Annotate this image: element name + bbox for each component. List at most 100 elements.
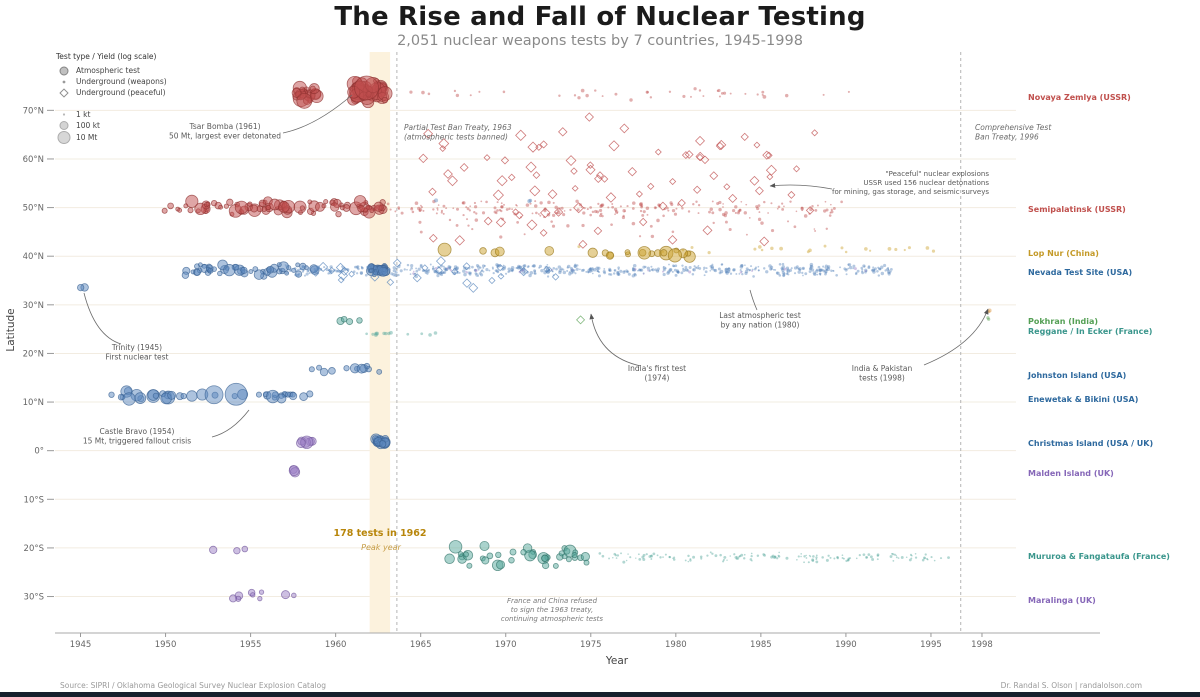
test-point [813, 228, 816, 230]
test-point [418, 209, 422, 213]
test-point [509, 548, 517, 556]
test-point [836, 556, 839, 559]
test-point [589, 267, 592, 270]
test-point [503, 203, 505, 206]
test-point [299, 268, 303, 271]
test-point [652, 552, 656, 556]
test-point [436, 209, 439, 211]
test-point [415, 269, 419, 273]
test-point [830, 269, 833, 273]
test-point [580, 552, 590, 562]
test-point [540, 268, 544, 273]
legend-size-label: 10 Mt [76, 133, 98, 142]
test-point [716, 139, 727, 150]
test-point [663, 208, 666, 211]
test-point [421, 90, 425, 95]
test-point [692, 268, 695, 271]
test-point [356, 317, 363, 324]
test-point [288, 465, 300, 476]
test-point [570, 268, 574, 272]
test-point [778, 274, 782, 277]
test-point [729, 555, 731, 557]
test-point [783, 272, 786, 275]
test-point [522, 264, 526, 268]
test-point [463, 266, 466, 270]
test-point [362, 207, 366, 211]
test-point [784, 93, 789, 98]
test-point [461, 201, 465, 205]
test-point [355, 272, 359, 275]
test-point [725, 267, 729, 271]
test-point [252, 266, 259, 272]
test-point [751, 268, 754, 271]
test-point [845, 559, 848, 563]
test-point [346, 318, 354, 326]
annotation-castle-bravo: Castle Bravo (1954) [100, 427, 175, 436]
test-point [613, 207, 618, 212]
test-point [608, 269, 612, 272]
test-point [281, 590, 291, 600]
test-point [378, 266, 389, 277]
test-point [466, 207, 470, 211]
test-point [860, 266, 863, 270]
test-point [853, 267, 857, 271]
test-point [909, 553, 913, 556]
test-point [690, 95, 692, 98]
test-point [843, 267, 847, 270]
test-point [340, 315, 348, 323]
test-point [681, 206, 684, 210]
test-point [533, 269, 537, 273]
test-point [933, 559, 936, 562]
test-point [876, 558, 879, 561]
test-point [558, 268, 562, 273]
test-point [804, 272, 808, 276]
test-point [451, 271, 454, 274]
test-point [629, 556, 632, 559]
test-point [468, 282, 479, 293]
test-point [887, 268, 890, 271]
test-point [656, 267, 660, 271]
test-point [496, 264, 501, 268]
test-point [669, 268, 673, 272]
site-label: Semipalatinsk (USSR) [1028, 205, 1126, 214]
test-point [836, 557, 839, 560]
test-point [392, 258, 402, 268]
test-point [481, 211, 486, 215]
test-point [802, 267, 805, 270]
annotation-peak-year-count: 178 tests in 1962 [333, 528, 426, 539]
test-point [446, 267, 449, 270]
test-point [756, 206, 760, 211]
test-point [529, 202, 532, 205]
test-point [308, 271, 311, 275]
test-point [824, 200, 827, 203]
test-point [796, 267, 799, 270]
test-point [520, 549, 527, 556]
annotation-partial-test-ban-treaty: (atmospheric tests banned) [404, 133, 508, 142]
test-point [723, 183, 731, 191]
test-point [808, 267, 812, 271]
test-point [500, 156, 510, 165]
test-point [852, 264, 856, 268]
test-point [616, 554, 620, 557]
test-point [617, 268, 620, 271]
test-point [501, 268, 504, 271]
test-point [381, 96, 389, 104]
test-point [778, 262, 782, 266]
test-point [592, 268, 595, 271]
test-point [790, 267, 793, 270]
x-tick-label: 1955 [240, 640, 262, 650]
test-point [654, 268, 658, 272]
test-point [825, 558, 829, 562]
test-point [744, 92, 747, 95]
test-point [480, 269, 483, 272]
test-point [496, 209, 499, 212]
test-point [474, 269, 478, 273]
test-point [552, 201, 555, 204]
test-point [718, 271, 722, 275]
test-point [285, 272, 288, 275]
test-point [440, 209, 444, 212]
test-point [818, 272, 822, 275]
test-point [588, 267, 592, 271]
test-point [739, 269, 742, 272]
test-point [681, 264, 684, 267]
